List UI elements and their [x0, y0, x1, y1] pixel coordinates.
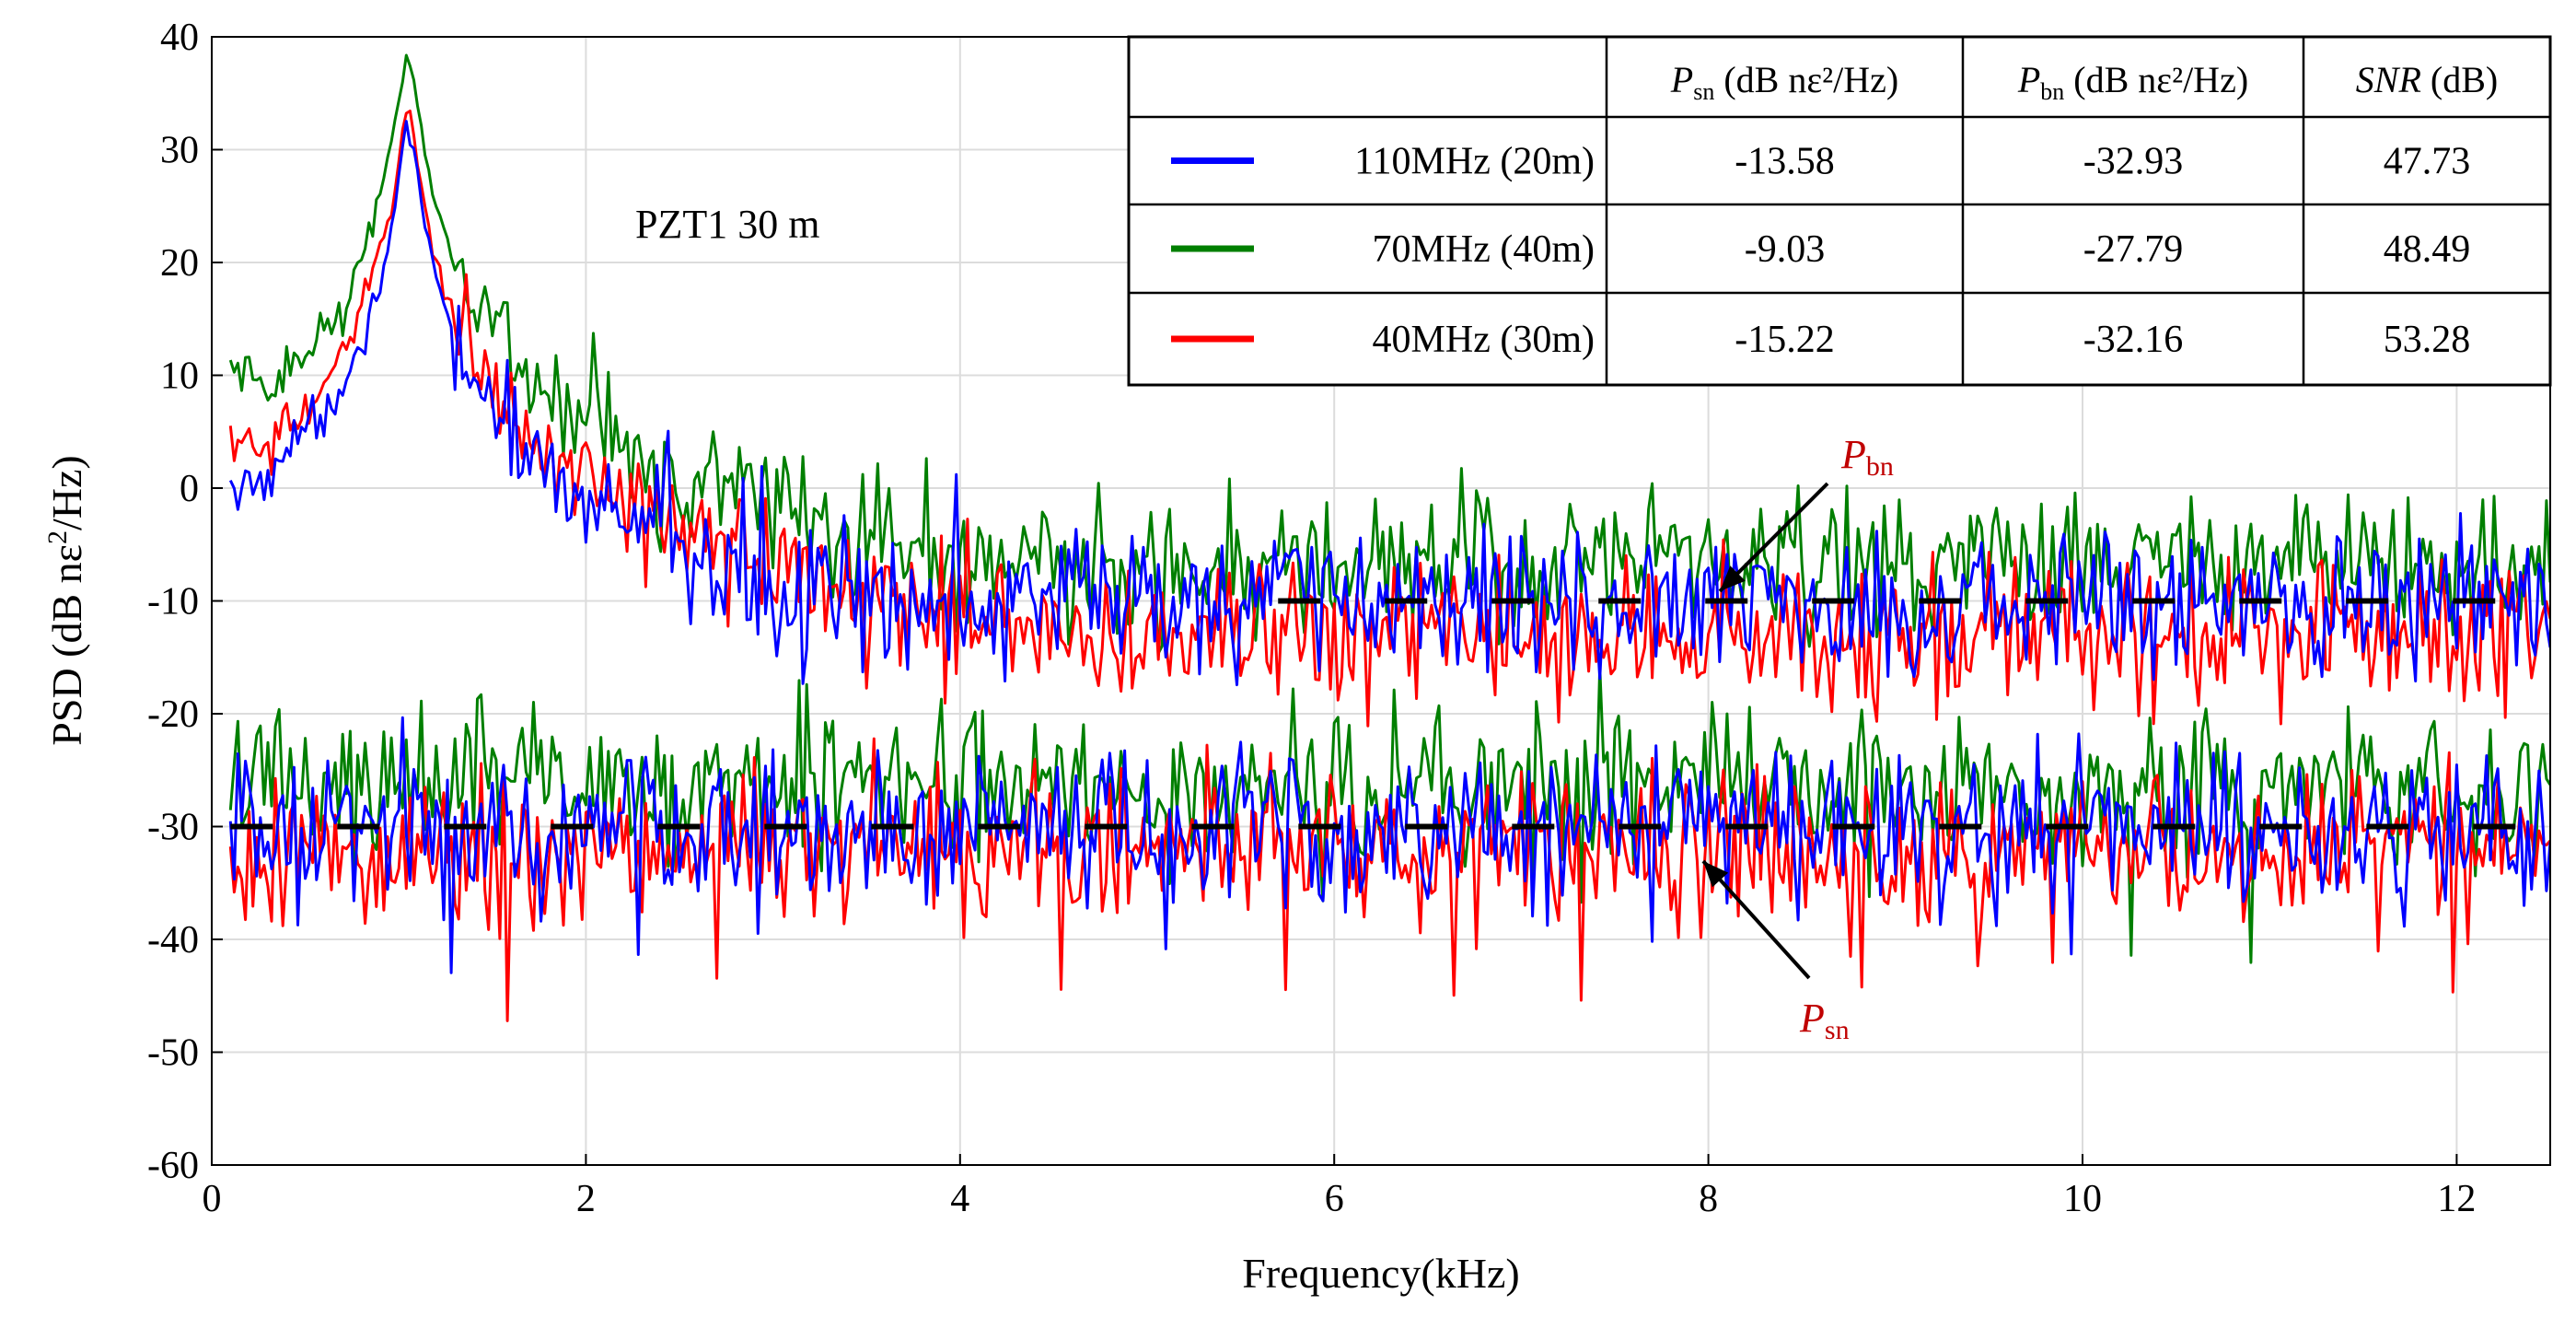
annotation-arrow-shaft: [1701, 859, 1811, 980]
x-tick-label: 12: [2437, 1178, 2476, 1220]
reference-lines: [230, 598, 2550, 830]
table-psn-1: -9.03: [1745, 228, 1826, 271]
series-line-upper-2: [228, 110, 2550, 728]
table-header-unit: (dB nε²/Hz): [1714, 59, 1898, 100]
series-line-lower-0: [228, 716, 2550, 974]
y-tick-label: -40: [147, 919, 199, 961]
summary-table: Psn (dB nε²/Hz) Pbn (dB nε²/Hz) SNR (dB)11…: [1127, 35, 2552, 387]
annotation-label-bn: Pbn: [1840, 432, 1894, 482]
table-snr-0: 47.73: [2384, 141, 2471, 183]
y-tick-label: 10: [160, 355, 199, 398]
y-axis-label: PSD (dB nε2/Hz): [42, 455, 90, 745]
table-psn-2: -15.22: [1735, 319, 1835, 361]
table-header-sub: sn: [1693, 78, 1714, 105]
y-axis-label-main: PSD (dB nε: [43, 544, 90, 746]
table-pbn-1: -27.79: [2083, 228, 2184, 271]
annotation-label-main: P: [1840, 432, 1866, 477]
annotation-arrow-head: [1720, 565, 1746, 591]
y-tick-label: -10: [147, 581, 199, 623]
x-tick-label: 6: [1325, 1178, 1344, 1220]
y-tick-label: 20: [160, 242, 199, 285]
annotation-arrow-head: [1703, 861, 1729, 888]
table-snr-1: 48.49: [2384, 228, 2471, 271]
x-tick-label: 8: [1699, 1178, 1718, 1220]
table-psn-0: -13.58: [1735, 141, 1835, 183]
table-pbn-2: -32.16: [2083, 319, 2184, 361]
annotation-label-main: P: [1799, 996, 1825, 1041]
y-tick-label: -20: [147, 693, 199, 736]
table-frame: [1127, 35, 2552, 387]
table-header-main: P: [2017, 59, 2040, 100]
table-header-unit: (dB): [2421, 59, 2498, 100]
series-line-upper-1: [228, 53, 2550, 655]
table-header-main: P: [1670, 59, 1693, 100]
y-tick-label: -30: [147, 807, 199, 849]
x-tick-label: 0: [203, 1178, 222, 1220]
axis-ticks: 0 2 4 6 8 10 12 -60 -50 -40 -30 -20 -10 0 10 20 30 40: [147, 17, 2476, 1220]
table-pbn-0: -32.93: [2083, 141, 2184, 183]
table-header-unit: (dB nε²/Hz): [2064, 59, 2248, 100]
table-header-1: Psn (dB nε²/Hz): [1670, 59, 1898, 105]
y-tick-label: 30: [160, 130, 199, 172]
y-tick-label: 40: [160, 17, 199, 59]
y-axis-label-tail: /Hz): [43, 455, 90, 530]
legend-label-1: 70MHz (40m): [1373, 228, 1595, 271]
y-tick-label: -60: [147, 1145, 199, 1187]
x-tick-label: 2: [576, 1178, 596, 1220]
legend-label-0: 110MHz (20m): [1354, 141, 1595, 183]
table-header-3: SNR (dB): [2356, 59, 2498, 100]
table-header-2: Pbn (dB nε²/Hz): [2017, 59, 2248, 105]
y-axis-label-sup: 2: [42, 530, 73, 544]
y-tick-label: -50: [147, 1032, 199, 1075]
annotation-label-sub: sn: [1825, 1015, 1850, 1045]
annotation-label-sub: bn: [1866, 451, 1894, 482]
table-header-sub: bn: [2040, 78, 2064, 105]
legend-label-2: 40MHz (30m): [1373, 319, 1595, 361]
y-tick-label: 0: [180, 468, 199, 510]
table-header-main: SNR: [2356, 59, 2421, 100]
table-snr-2: 53.28: [2384, 319, 2471, 361]
chart-title: PZT1 30 m: [635, 202, 819, 247]
x-tick-label: 4: [950, 1178, 969, 1220]
annotation-label-sn: Psn: [1799, 996, 1850, 1045]
x-axis-label: Frequency(kHz): [1242, 1250, 1519, 1297]
x-tick-label: 10: [2063, 1178, 2102, 1220]
